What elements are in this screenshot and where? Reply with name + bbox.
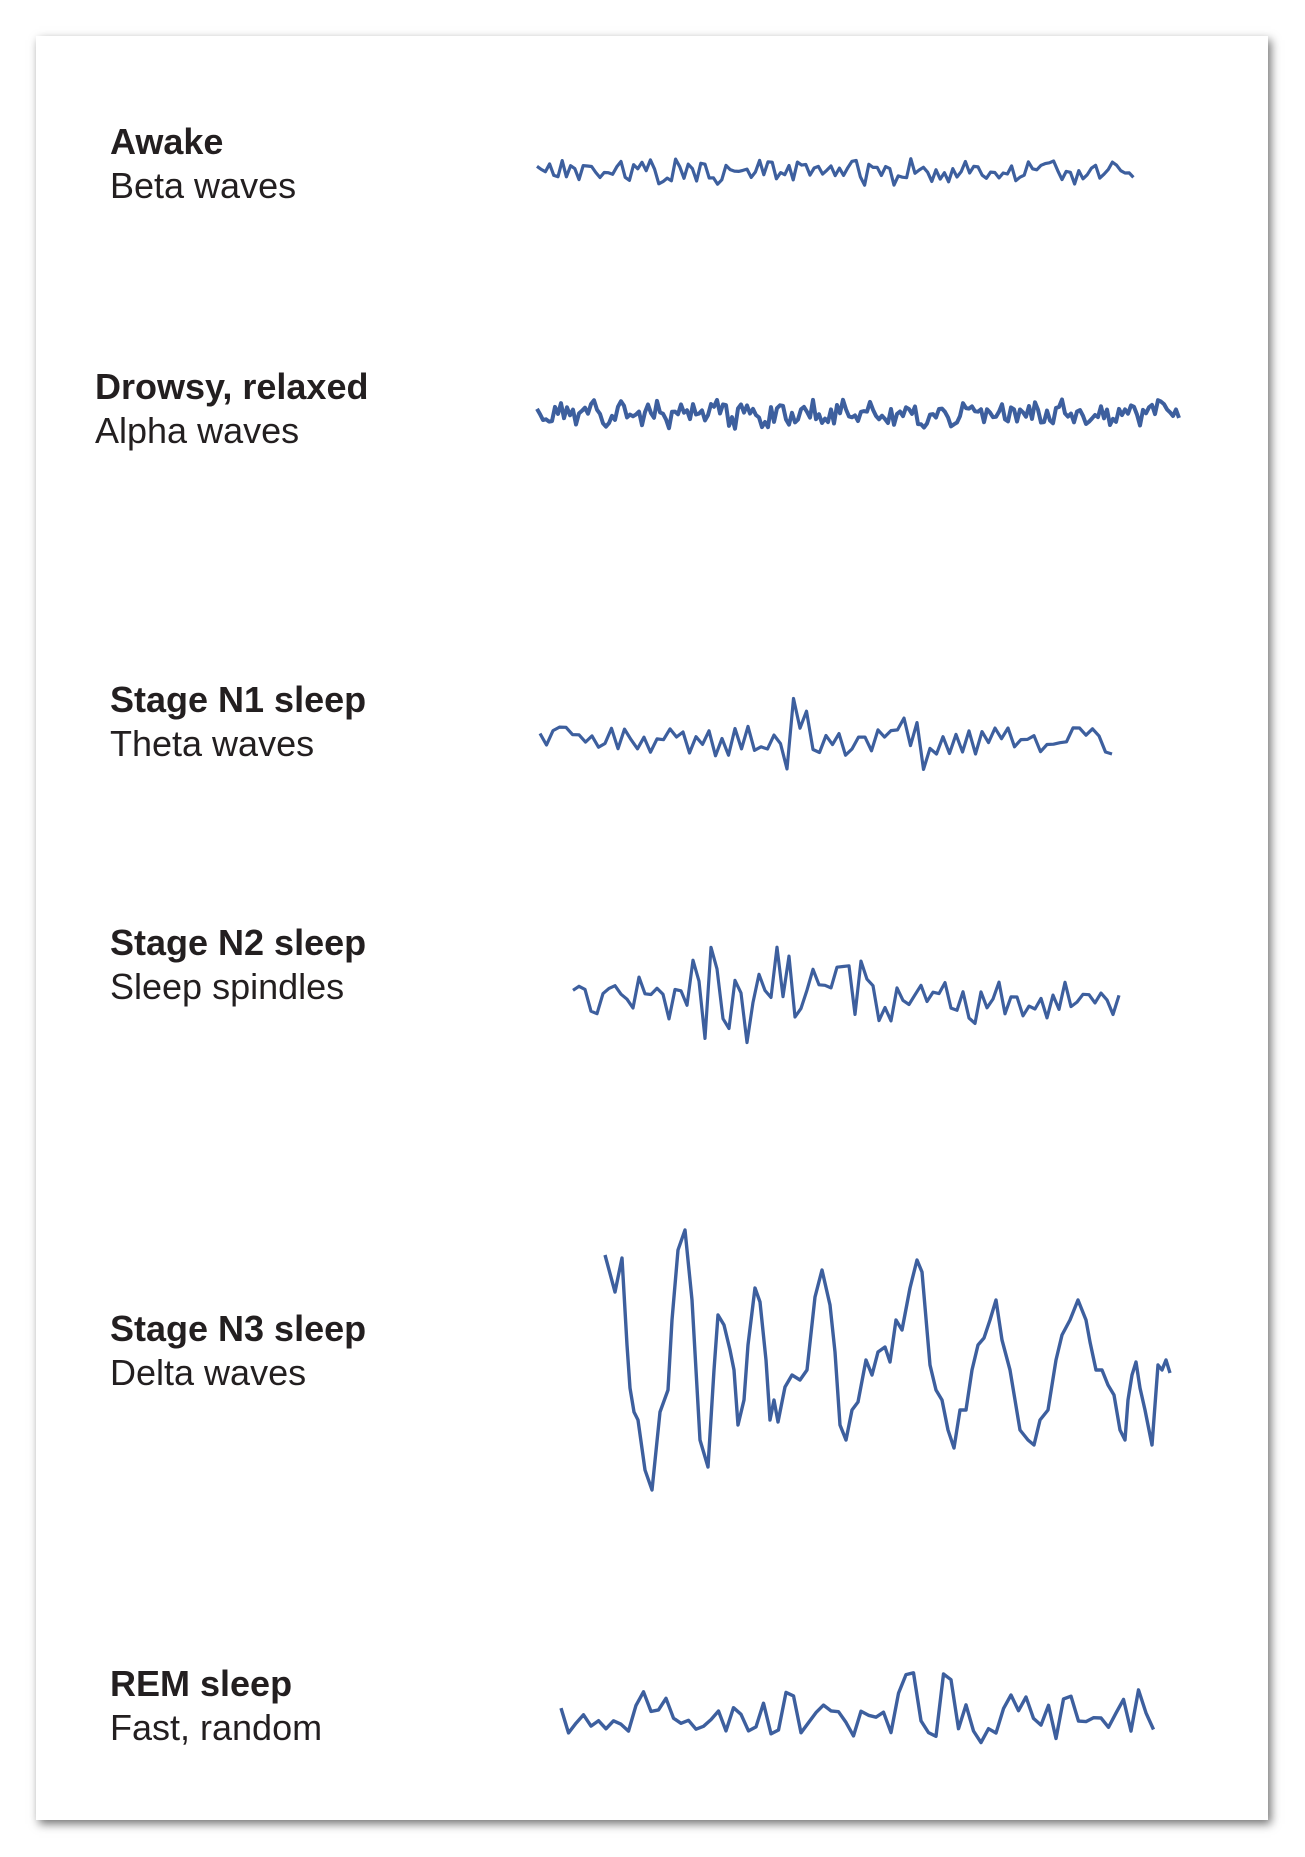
stage-name: Drowsy, relaxed (95, 366, 369, 407)
eeg-wave-drowsy (535, 397, 1181, 431)
stage-label-n3: Stage N3 sleep Delta waves (110, 1307, 366, 1395)
stage-name: Awake (110, 121, 224, 162)
stage-label-n1: Stage N1 sleep Theta waves (110, 678, 366, 766)
stage-name: Stage N3 sleep (110, 1308, 367, 1349)
stage-label-n2: Stage N2 sleep Sleep spindles (110, 921, 366, 1009)
eeg-wave-n3 (603, 1228, 1172, 1492)
stage-label-rem: REM sleep Fast, random (110, 1662, 322, 1750)
wave-type-label: Alpha waves (95, 409, 300, 451)
wave-type-label: Beta waves (110, 164, 297, 206)
stage-name: Stage N2 sleep (110, 922, 367, 963)
stage-label-drowsy: Drowsy, relaxed Alpha waves (95, 365, 368, 453)
wave-type-label: Theta waves (110, 722, 315, 764)
stage-name: REM sleep (110, 1663, 293, 1704)
wave-type-label: Fast, random (110, 1706, 323, 1748)
eeg-wave-rem (559, 1671, 1156, 1745)
eeg-wave-n1 (538, 696, 1113, 772)
stage-label-awake: Awake Beta waves (110, 120, 296, 208)
stage-name: Stage N1 sleep (110, 679, 367, 720)
wave-type-label: Sleep spindles (110, 965, 345, 1007)
eeg-wave-n2 (572, 945, 1121, 1045)
eeg-wave-awake (536, 157, 1135, 187)
wave-type-label: Delta waves (110, 1351, 307, 1393)
figure-frame (36, 36, 1268, 1820)
